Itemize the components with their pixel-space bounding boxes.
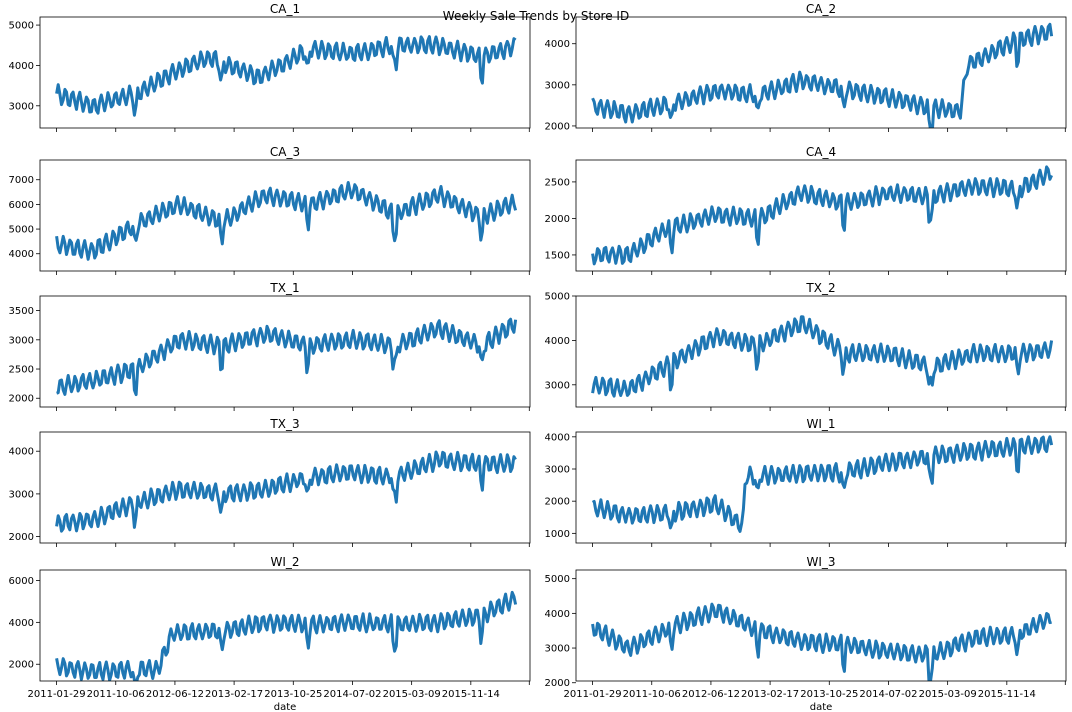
panel-title: WI_1 <box>806 417 835 431</box>
x-tick-label: 2013-02-17 <box>205 689 263 700</box>
y-tick-label: 4000 <box>9 61 34 72</box>
series-line-tx-3 <box>55 450 517 533</box>
y-tick-label: 4000 <box>9 249 34 260</box>
panel-ca-1: CA_1 3000 4000 5000 <box>9 2 531 132</box>
panel-title: WI_3 <box>806 555 835 569</box>
panel-tx-3: TX_3 2000 3000 4000 <box>9 417 531 547</box>
y-tick-label: 6000 <box>9 200 34 211</box>
axes-frame <box>39 431 531 544</box>
y-tick-label: 3000 <box>545 380 570 391</box>
series-line-ca-1 <box>55 35 517 117</box>
y-tick-label: 2500 <box>545 177 570 188</box>
y-tick-label: 2000 <box>545 121 570 132</box>
x-tick-label: 2012-06-12 <box>682 689 740 700</box>
x-tick-label: 2015-03-09 <box>383 689 441 700</box>
panel-tx-1: TX_1 2000 2500 3000 3500 <box>9 281 531 411</box>
series-line-ca-3 <box>55 181 518 261</box>
y-tick-label: 4000 <box>545 39 570 50</box>
axes-frame <box>575 431 1067 544</box>
x-tick-label: 2013-10-25 <box>800 689 858 700</box>
x-tick-label: 2015-11-14 <box>978 689 1036 700</box>
y-tick-label: 2000 <box>545 678 570 689</box>
axes-frame <box>575 295 1067 408</box>
panel-title: TX_3 <box>269 417 299 431</box>
y-tick-label: 3000 <box>545 80 570 91</box>
x-tick-label: 2011-10-06 <box>623 689 681 700</box>
series-line-wi-1 <box>591 435 1054 533</box>
series-line-ca-4 <box>591 165 1053 266</box>
panel-wi-1: WI_1 1000 2000 3000 4000 <box>545 417 1067 547</box>
panel-title: TX_2 <box>805 281 835 295</box>
series-line-tx-2 <box>591 315 1054 398</box>
y-tick-label: 2000 <box>545 497 570 508</box>
series-line-wi-2 <box>55 590 518 681</box>
panel-tx-2: TX_2 3000 4000 5000 <box>545 281 1067 411</box>
axes-frame <box>575 16 1067 129</box>
y-tick-label: 4000 <box>9 447 34 458</box>
x-tick-label: 2014-07-02 <box>323 689 381 700</box>
y-tick-label: 4000 <box>545 609 570 620</box>
y-tick-label: 5000 <box>545 292 570 303</box>
y-tick-label: 2500 <box>9 365 34 376</box>
panel-ca-4: CA_4 1500 2000 2500 <box>545 145 1067 275</box>
axes-frame <box>39 159 531 272</box>
panel-title: CA_3 <box>270 145 300 159</box>
x-tick-label: 2011-01-29 <box>564 689 622 700</box>
y-tick-label: 1500 <box>545 250 570 261</box>
panel-title: WI_2 <box>270 555 299 569</box>
axes-frame <box>575 159 1067 272</box>
axes-frame <box>575 569 1067 682</box>
x-tick-label: 2011-10-06 <box>87 689 145 700</box>
y-tick-label: 3500 <box>9 306 34 317</box>
y-tick-label: 5000 <box>545 574 570 585</box>
x-tick-label: 2013-02-17 <box>741 689 799 700</box>
y-tick-label: 3000 <box>545 465 570 476</box>
panel-ca-2: CA_2 2000 3000 4000 <box>545 2 1067 132</box>
panel-wi-2: WI_2 2000 4000 6000 2011-01-29 2011-10-06 2012… <box>9 555 531 712</box>
y-tick-label: 3000 <box>9 335 34 346</box>
y-tick-label: 6000 <box>9 576 34 587</box>
y-tick-label: 4000 <box>9 618 34 629</box>
panel-wi-3: WI_3 2000 3000 4000 5000 2011-01-29 2011-10-06… <box>545 555 1067 712</box>
x-axis-label: date <box>274 702 297 712</box>
y-tick-label: 2000 <box>9 660 34 671</box>
y-tick-label: 5000 <box>9 225 34 236</box>
panel-ca-3: CA_3 4000 5000 6000 7000 <box>9 145 531 275</box>
series-line-tx-1 <box>56 317 518 397</box>
y-tick-label: 5000 <box>9 21 34 32</box>
panel-title: CA_2 <box>806 2 836 16</box>
series-line-ca-2 <box>591 22 1054 128</box>
x-tick-label: 2015-11-14 <box>442 689 500 700</box>
y-tick-label: 3000 <box>545 644 570 655</box>
axes-frame <box>39 295 531 408</box>
y-tick-label: 2000 <box>9 532 34 543</box>
panel-title: TX_1 <box>269 281 299 295</box>
y-tick-label: 7000 <box>9 175 34 186</box>
panel-title: CA_1 <box>270 2 300 16</box>
y-tick-label: 4000 <box>545 336 570 347</box>
y-tick-label: 3000 <box>9 101 34 112</box>
axes-frame <box>39 569 531 682</box>
x-tick-label: 2014-07-02 <box>859 689 917 700</box>
y-tick-label: 2000 <box>9 394 34 405</box>
series-line-wi-3 <box>591 602 1052 681</box>
x-tick-label: 2012-06-12 <box>146 689 204 700</box>
x-tick-label: 2011-01-29 <box>28 689 86 700</box>
y-tick-label: 1000 <box>545 529 570 540</box>
x-axis-label: date <box>810 702 833 712</box>
y-tick-label: 3000 <box>9 489 34 500</box>
panel-title: CA_4 <box>806 145 836 159</box>
y-tick-label: 2000 <box>545 214 570 225</box>
x-tick-label: 2013-10-25 <box>264 689 322 700</box>
x-tick-label: 2015-03-09 <box>919 689 977 700</box>
axes-frame <box>39 16 531 129</box>
y-tick-label: 4000 <box>545 432 570 443</box>
